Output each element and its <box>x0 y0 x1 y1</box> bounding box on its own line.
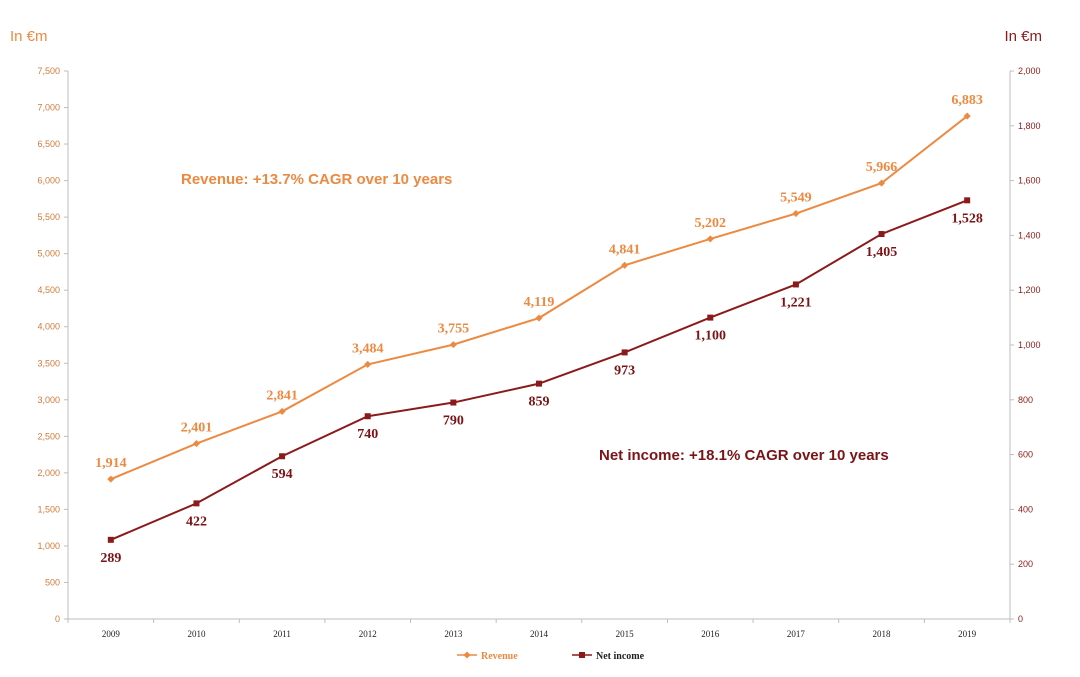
net-income-data-label: 422 <box>186 514 207 529</box>
right-tick-label: 1,800 <box>1018 121 1041 131</box>
revenue-data-label: 6,883 <box>951 93 983 108</box>
net-income-data-label: 1,405 <box>866 245 898 260</box>
revenue-point <box>878 179 886 187</box>
revenue-point <box>278 407 286 415</box>
right-tick-label: 1,200 <box>1018 285 1041 295</box>
right-tick-label: 0 <box>1018 614 1023 624</box>
x-tick-label: 2013 <box>444 629 463 639</box>
x-axis-ticks: 2009 2010 2011 2012 2013 2014 2015 2016 2017 2018… <box>67 619 1011 639</box>
left-tick-label: 0 <box>55 614 60 624</box>
legend-item-net-income[interactable]: Net income <box>572 651 645 662</box>
net-income-data-label: 594 <box>272 467 293 482</box>
net-income-data-label: 289 <box>100 551 121 566</box>
x-tick-label: 2010 <box>187 629 206 639</box>
right-tick-label: 1,400 <box>1018 230 1041 240</box>
net-income-data-label: 1,528 <box>951 211 983 226</box>
net-income-point <box>364 413 371 420</box>
left-tick-label: 2,000 <box>37 468 60 478</box>
revenue-point <box>792 210 800 218</box>
net-income-point <box>792 281 799 288</box>
right-tick-label: 2,000 <box>1018 66 1041 76</box>
right-tick-label: 200 <box>1018 559 1033 569</box>
net-income-data-label: 1,100 <box>695 329 727 344</box>
net-income-point <box>107 536 114 543</box>
right-tick-label: 800 <box>1018 395 1033 405</box>
left-tick-label: 500 <box>45 577 60 587</box>
revenue-point <box>535 314 543 322</box>
revenue-point <box>963 112 971 120</box>
left-tick-label: 2,500 <box>37 431 60 441</box>
revenue-point <box>192 440 200 448</box>
revenue-data-label: 4,841 <box>609 242 641 257</box>
series-layer: 1,914 2,401 2,841 3,484 3,755 4,119 4,841 5,202… <box>95 93 983 566</box>
net-income-data-label: 973 <box>614 363 635 378</box>
net-income-point <box>964 197 971 204</box>
net-income-point <box>621 349 628 356</box>
legend-revenue-marker <box>463 651 471 659</box>
left-axis-ticks: 0 500 1,000 1,500 2,000 2,500 3,000 3,500 4,000 4… <box>37 66 68 624</box>
left-tick-label: 3,000 <box>37 395 60 405</box>
revenue-point <box>364 360 372 368</box>
revenue-data-label: 5,966 <box>866 160 898 175</box>
right-axis-ticks: 0 200 400 600 800 1,000 1,200 1,400 1,600 1,800 2,… <box>1010 66 1041 624</box>
revenue-data-label: 2,841 <box>266 388 298 403</box>
legend-revenue-label: Revenue <box>481 651 518 662</box>
net-income-data-label: 740 <box>357 427 378 442</box>
x-tick-label: 2014 <box>530 629 549 639</box>
x-tick-label: 2011 <box>273 629 291 639</box>
x-tick-label: 2018 <box>873 629 892 639</box>
net-income-data-label: 1,221 <box>780 295 812 310</box>
left-tick-label: 7,500 <box>37 66 60 76</box>
legend-net-income-marker <box>579 652 585 658</box>
revenue-point <box>621 261 629 269</box>
x-tick-label: 2012 <box>359 629 377 639</box>
net-income-cagr-annotation: Net income: +18.1% CAGR over 10 years <box>599 447 889 464</box>
left-tick-label: 4,500 <box>37 285 60 295</box>
legend: Revenue Net income <box>457 651 645 662</box>
revenue-data-label: 5,549 <box>780 191 812 206</box>
left-tick-label: 1,500 <box>37 504 60 514</box>
right-tick-label: 1,600 <box>1018 176 1041 186</box>
revenue-data-label: 4,119 <box>524 295 555 310</box>
right-axis-unit: In €m <box>1004 28 1042 45</box>
right-tick-label: 600 <box>1018 450 1033 460</box>
net-income-point <box>878 231 885 238</box>
net-income-data-label: 859 <box>529 395 550 410</box>
revenue-data-label: 5,202 <box>695 216 727 231</box>
net-income-point <box>279 453 286 460</box>
revenue-data-label: 3,484 <box>352 341 384 356</box>
x-tick-label: 2016 <box>701 629 720 639</box>
left-axis-unit: In €m <box>10 28 48 45</box>
left-tick-label: 3,500 <box>37 358 60 368</box>
legend-item-revenue[interactable]: Revenue <box>457 651 518 662</box>
net-income-line <box>110 199 968 541</box>
revenue-point <box>449 341 457 349</box>
net-income-point <box>536 380 542 387</box>
revenue-data-label: 2,401 <box>181 421 213 436</box>
left-tick-label: 5,000 <box>37 249 60 259</box>
legend-net-income-label: Net income <box>596 651 645 662</box>
net-income-point <box>450 399 457 406</box>
x-tick-label: 2015 <box>616 629 635 639</box>
revenue-data-label: 1,914 <box>95 456 127 471</box>
left-tick-label: 7,000 <box>37 103 60 113</box>
revenue-data-label: 3,755 <box>438 322 470 337</box>
left-tick-label: 1,000 <box>37 541 60 551</box>
right-tick-label: 1,000 <box>1018 340 1041 350</box>
net-income-data-label: 790 <box>443 414 464 429</box>
left-tick-label: 6,000 <box>37 176 60 186</box>
x-tick-label: 2017 <box>787 629 806 639</box>
right-tick-label: 400 <box>1018 504 1033 514</box>
x-tick-label: 2019 <box>958 629 977 639</box>
left-tick-label: 4,000 <box>37 322 60 332</box>
left-tick-label: 5,500 <box>37 212 60 222</box>
net-income-point <box>707 314 714 321</box>
x-tick-label: 2009 <box>102 629 121 639</box>
left-tick-label: 6,500 <box>37 139 60 149</box>
net-income-point <box>193 500 200 507</box>
revenue-point <box>107 475 115 483</box>
revenue-cagr-annotation: Revenue: +13.7% CAGR over 10 years <box>181 171 452 188</box>
revenue-point <box>706 235 714 243</box>
